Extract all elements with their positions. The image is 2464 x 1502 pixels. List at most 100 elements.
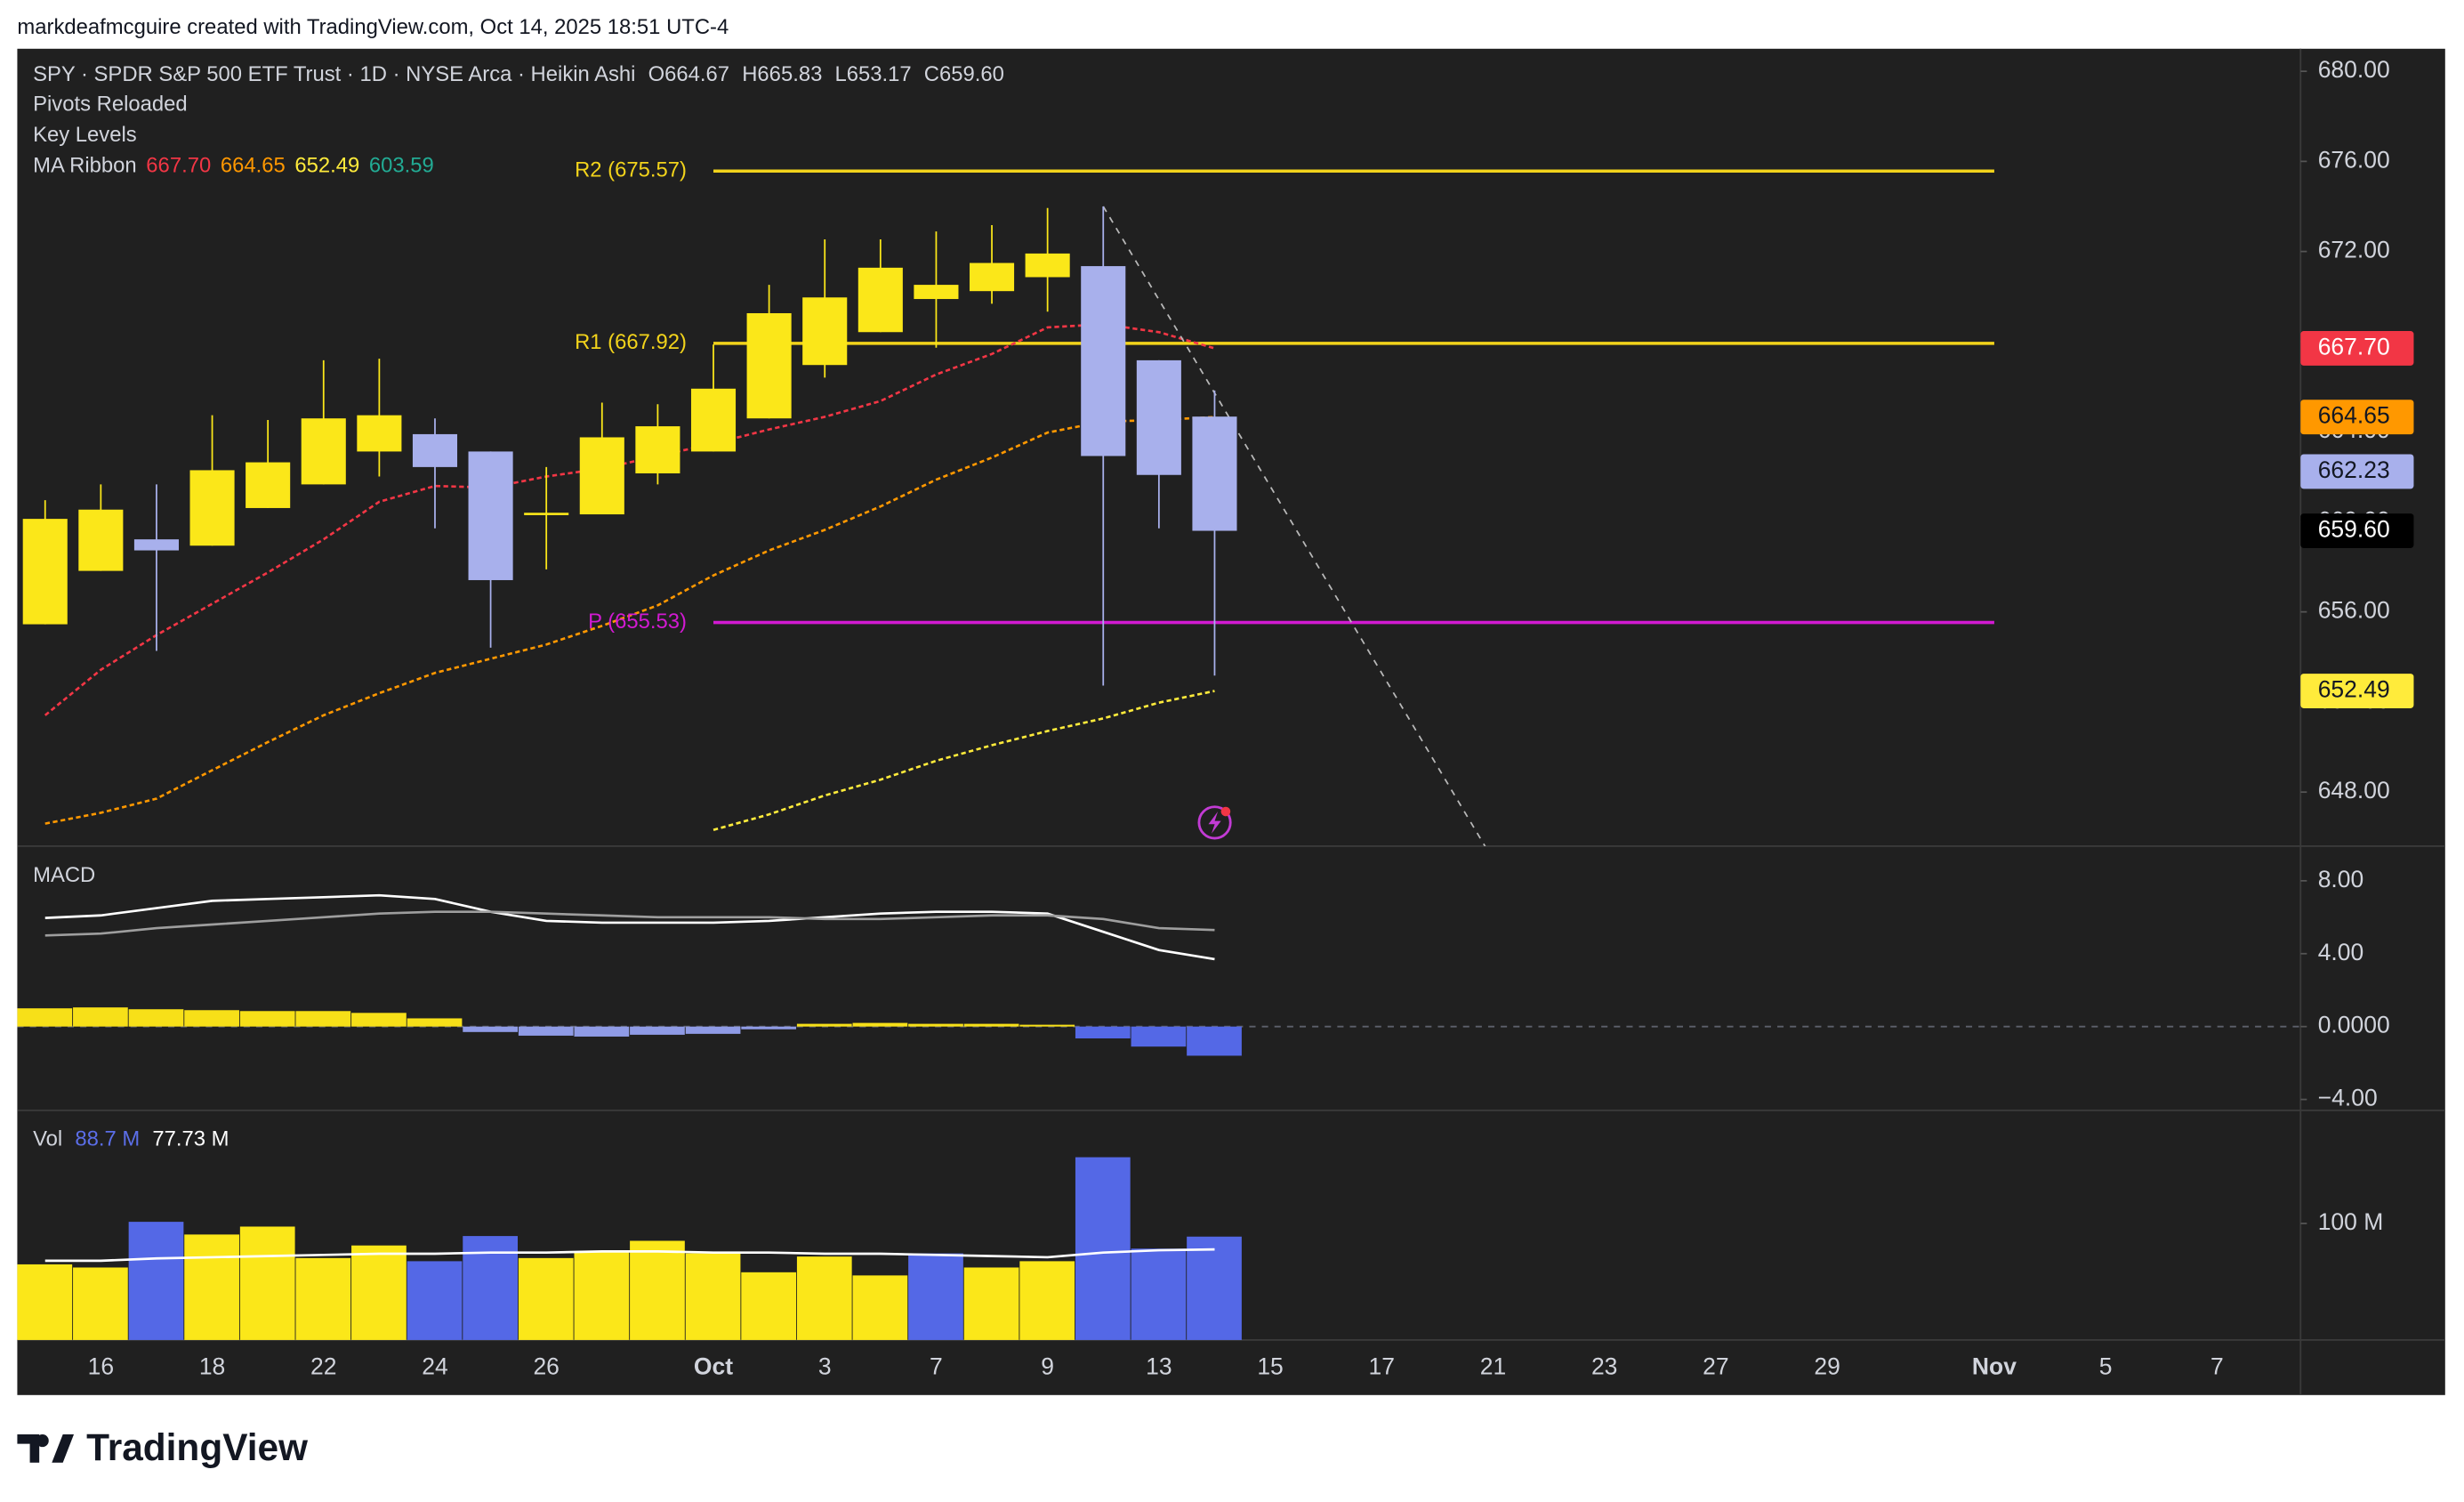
pane-name: Vol bbox=[33, 1127, 62, 1151]
price-badge bbox=[2300, 454, 2414, 489]
macd-histogram-bar bbox=[1019, 1024, 1075, 1027]
x-tick-label: 24 bbox=[422, 1353, 447, 1380]
y-tick-label: 8.00 bbox=[2318, 866, 2364, 892]
ma-value: 667.70 bbox=[146, 154, 211, 178]
pivot-label: R1 (667.92) bbox=[575, 330, 687, 354]
macd-line bbox=[44, 893, 1215, 961]
x-tick-label: 27 bbox=[1703, 1353, 1728, 1380]
macd-histogram-bar bbox=[518, 1026, 574, 1036]
candle-body bbox=[524, 513, 569, 515]
candle-body bbox=[858, 267, 903, 333]
y-tick-label: 656.00 bbox=[2318, 597, 2390, 624]
price-badge-label: 667.70 bbox=[2318, 333, 2390, 359]
legend-title: SPY · SPDR S&P 500 ETF Trust · 1D · NYSE… bbox=[33, 62, 1004, 86]
volume-bar bbox=[128, 1222, 184, 1340]
macd-histogram-bar bbox=[963, 1023, 1019, 1027]
chart-bg bbox=[17, 48, 2445, 1395]
volume-bar bbox=[1131, 1248, 1187, 1340]
candle-body bbox=[1192, 416, 1237, 531]
indicator-label: Key Levels bbox=[33, 123, 137, 147]
volume-bar bbox=[630, 1240, 685, 1340]
macd-histogram-bar bbox=[796, 1023, 852, 1027]
volume-bar bbox=[518, 1257, 574, 1340]
x-tick-label: Nov bbox=[1972, 1353, 2017, 1380]
x-tick-label: 23 bbox=[1591, 1353, 1617, 1380]
volume-bar bbox=[963, 1267, 1019, 1340]
volume-bar bbox=[17, 1264, 73, 1340]
y-tick-label: 0.0000 bbox=[2318, 1012, 2390, 1038]
ma-value: 652.49 bbox=[294, 154, 359, 178]
pane-title: Vol 88.7 M 77.73 M bbox=[33, 1127, 229, 1151]
y-tick-label: 672.00 bbox=[2318, 237, 2390, 263]
candle-body bbox=[746, 312, 792, 419]
volume-bar bbox=[407, 1261, 463, 1340]
candle-body bbox=[189, 470, 235, 546]
volume-bar bbox=[1019, 1261, 1075, 1340]
volume-bar bbox=[73, 1267, 128, 1340]
overlay: 680.00676.00672.00668.00664.00660.00656.… bbox=[33, 56, 2414, 1380]
candle-body bbox=[802, 297, 848, 366]
candle-body bbox=[468, 451, 513, 580]
ohlc-value: O664.67 bbox=[648, 62, 729, 86]
x-tick-label: 16 bbox=[88, 1353, 114, 1380]
candle-body bbox=[1025, 253, 1070, 278]
volume-bar bbox=[741, 1272, 797, 1340]
volume-bar bbox=[239, 1226, 295, 1340]
ohlc-value: L653.17 bbox=[834, 62, 911, 86]
candle-body bbox=[579, 437, 624, 515]
volume-bar bbox=[295, 1257, 351, 1340]
logo: TradingView bbox=[17, 1426, 309, 1468]
candle-body bbox=[301, 418, 346, 485]
x-tick-label: 7 bbox=[930, 1353, 943, 1380]
macd-histogram-bar bbox=[574, 1026, 630, 1037]
x-tick-label: 3 bbox=[818, 1353, 832, 1380]
candle-body bbox=[969, 262, 1015, 292]
header: markdeafmcguire created with TradingView… bbox=[17, 15, 729, 39]
macd-histogram-bar bbox=[73, 1007, 128, 1027]
x-tick-label: 22 bbox=[310, 1353, 336, 1380]
volume-bar bbox=[1187, 1236, 1242, 1340]
volume-bar bbox=[1075, 1157, 1131, 1340]
candle-body bbox=[78, 509, 124, 571]
ma-line bbox=[44, 416, 1215, 825]
x-tick-label: 26 bbox=[533, 1353, 559, 1380]
y-tick-label: 680.00 bbox=[2318, 56, 2390, 83]
ohlc-value: H665.83 bbox=[742, 62, 822, 86]
candle-body bbox=[690, 388, 737, 452]
macd-histogram-bar bbox=[852, 1022, 908, 1027]
indicator-label: Pivots Reloaded bbox=[33, 93, 188, 117]
macd-histogram-bar bbox=[1187, 1026, 1242, 1056]
volume-pane bbox=[17, 1157, 1242, 1340]
price-badge-label: 652.49 bbox=[2318, 676, 2390, 703]
macd-histogram-bar bbox=[908, 1023, 963, 1027]
volume-bar bbox=[574, 1251, 630, 1340]
volume-ma-line bbox=[44, 1248, 1215, 1263]
macd-histogram-bar bbox=[630, 1026, 685, 1035]
candle-body bbox=[914, 285, 959, 300]
x-tick-label: 13 bbox=[1146, 1353, 1172, 1380]
volume-bar bbox=[184, 1234, 239, 1340]
x-tick-label: 7 bbox=[2210, 1353, 2224, 1380]
x-tick-label: 18 bbox=[199, 1353, 225, 1380]
x-tick-label: Oct bbox=[694, 1353, 733, 1380]
x-tick-label: 9 bbox=[1041, 1353, 1054, 1380]
price-badge-label: 659.60 bbox=[2318, 516, 2390, 543]
x-tick-label: 15 bbox=[1257, 1353, 1283, 1380]
symbol-title: SPY · SPDR S&P 500 ETF Trust · 1D · NYSE… bbox=[33, 62, 635, 86]
candle-body bbox=[133, 539, 179, 551]
ma-line bbox=[44, 323, 1215, 716]
volume-bar bbox=[796, 1256, 852, 1340]
x-tick-label: 21 bbox=[1480, 1353, 1506, 1380]
price-pane bbox=[22, 169, 1994, 846]
candle-body bbox=[412, 433, 458, 467]
candle-body bbox=[1081, 266, 1126, 456]
price-badge bbox=[2300, 331, 2414, 366]
y-tick-label: 648.00 bbox=[2318, 777, 2390, 803]
ma-line bbox=[713, 690, 1215, 831]
y-tick-label: −4.00 bbox=[2318, 1085, 2378, 1111]
ma-name: MA Ribbon bbox=[33, 154, 137, 178]
volume-value: 88.7 M bbox=[75, 1127, 140, 1151]
volume-bar bbox=[685, 1253, 741, 1340]
ohlc-value: C659.60 bbox=[924, 62, 1004, 86]
ma-value: 664.65 bbox=[221, 154, 286, 178]
